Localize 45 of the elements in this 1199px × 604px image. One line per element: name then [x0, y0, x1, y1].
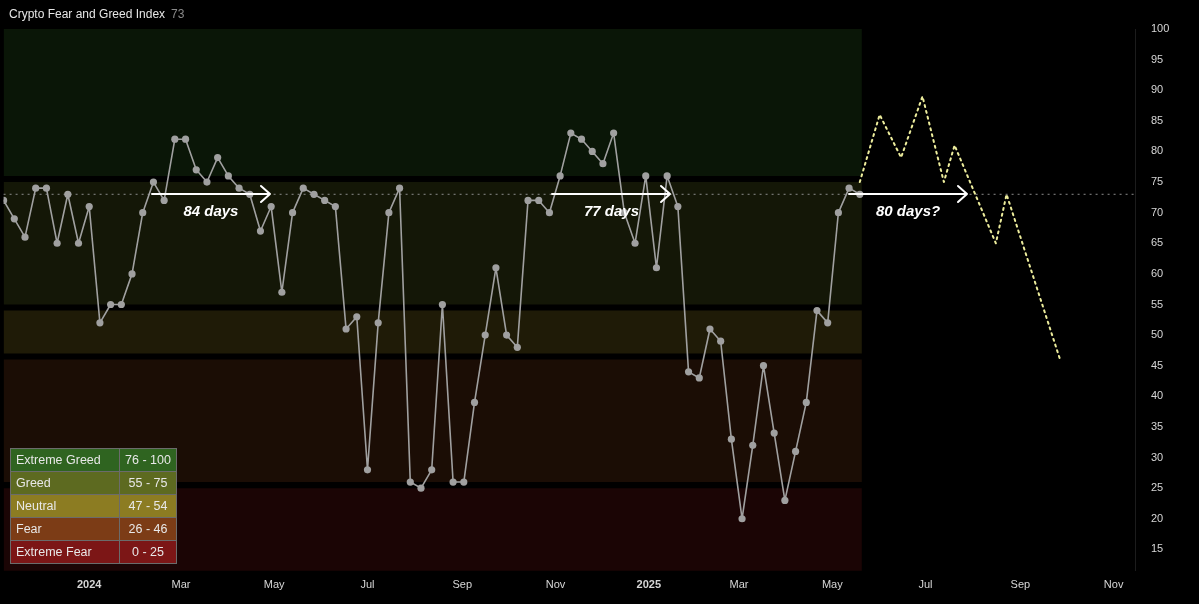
- annotation: 0 - 25: [119, 540, 177, 564]
- x-tick-label: Mar: [171, 578, 191, 591]
- x-tick-label: May: [821, 578, 844, 591]
- x-tick-label: Mar: [729, 578, 749, 591]
- x-tick-label: Jul: [918, 578, 933, 591]
- annotation: Greed: [10, 471, 120, 495]
- x-tick-label: Sep: [452, 578, 473, 591]
- annotation: 26 - 46: [119, 517, 177, 541]
- y-tick-label: 100: [1151, 22, 1170, 35]
- x-tick-label: Nov: [545, 578, 566, 591]
- y-tick-label: 75: [1151, 175, 1164, 188]
- annotation: Extreme Fear: [10, 540, 120, 564]
- y-tick-label: 20: [1151, 511, 1164, 524]
- x-tick-label: Nov: [1103, 578, 1124, 591]
- y-tick-label: 95: [1151, 52, 1164, 65]
- annotation: 84 days: [183, 201, 239, 219]
- x-tick-label: Jul: [360, 578, 375, 591]
- annotation: 47 - 54: [119, 494, 177, 518]
- annotation: Neutral: [10, 494, 120, 518]
- annotation: 76 - 100: [119, 448, 177, 472]
- y-tick-label: 45: [1151, 358, 1164, 371]
- y-tick-label: 65: [1151, 236, 1164, 249]
- annotation: Fear: [10, 517, 120, 541]
- x-tick-label: 2025: [636, 578, 662, 591]
- x-tick-label: Sep: [1010, 578, 1031, 591]
- x-tick-label: 2024: [76, 578, 103, 591]
- y-tick-label: 70: [1151, 205, 1164, 218]
- y-tick-label: 80: [1151, 144, 1164, 157]
- annotation: Extreme Greed: [10, 448, 120, 472]
- annotation: 80 days?: [875, 201, 941, 219]
- x-tick-label: May: [263, 578, 286, 591]
- y-tick-label: 60: [1151, 266, 1164, 279]
- annotation: 55 - 75: [119, 471, 177, 495]
- line-series: [858, 95, 1062, 361]
- y-tick-label: 15: [1151, 542, 1164, 555]
- y-tick-label: 55: [1151, 297, 1164, 310]
- y-tick-label: 50: [1151, 328, 1164, 341]
- y-tick-label: 35: [1151, 419, 1164, 432]
- y-tick-label: 90: [1151, 83, 1164, 96]
- y-tick-label: 40: [1151, 389, 1164, 402]
- chart-title: Crypto Fear and Greed Index: [9, 7, 166, 21]
- chart-subtitle: 73: [171, 7, 185, 21]
- y-tick-label: 85: [1151, 113, 1164, 126]
- y-tick-label: 30: [1151, 450, 1164, 463]
- y-tick-label: 25: [1151, 481, 1164, 494]
